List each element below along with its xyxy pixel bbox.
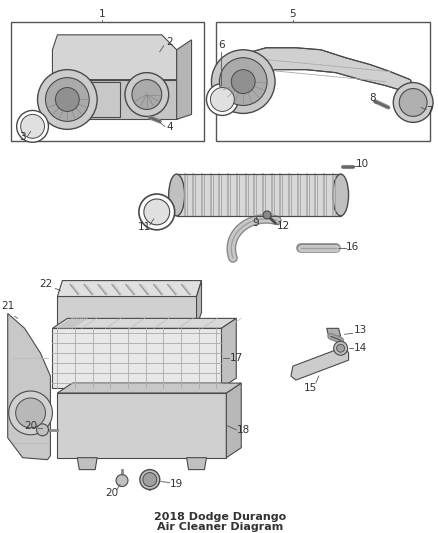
Circle shape (210, 87, 234, 111)
Polygon shape (187, 458, 206, 470)
Circle shape (116, 474, 128, 487)
Bar (216, 22, 430, 141)
Text: 12: 12 (276, 221, 290, 231)
Polygon shape (197, 280, 201, 326)
Ellipse shape (169, 174, 184, 216)
Text: 3: 3 (19, 132, 26, 142)
Circle shape (399, 88, 427, 116)
Text: 10: 10 (356, 159, 369, 169)
Text: Air Cleaner Diagram: Air Cleaner Diagram (157, 522, 283, 532)
Circle shape (132, 79, 162, 109)
Circle shape (140, 470, 160, 489)
Circle shape (16, 398, 46, 428)
Text: 1: 1 (99, 9, 106, 19)
Polygon shape (57, 296, 197, 326)
Circle shape (36, 424, 49, 436)
Circle shape (125, 72, 169, 116)
Polygon shape (57, 393, 226, 458)
Circle shape (231, 70, 255, 93)
Circle shape (139, 194, 175, 230)
Circle shape (9, 391, 53, 435)
Circle shape (143, 473, 157, 487)
Polygon shape (57, 383, 241, 393)
Text: 19: 19 (170, 479, 183, 489)
Text: 6: 6 (218, 40, 225, 50)
Polygon shape (77, 458, 97, 470)
Text: 18: 18 (237, 425, 250, 435)
Circle shape (263, 211, 271, 219)
Circle shape (206, 84, 238, 116)
Circle shape (337, 344, 345, 352)
Polygon shape (231, 48, 415, 92)
Text: 15: 15 (304, 383, 318, 393)
Text: 20: 20 (106, 489, 119, 498)
Text: 17: 17 (230, 353, 243, 363)
Text: 22: 22 (39, 279, 52, 288)
Text: 11: 11 (138, 222, 152, 232)
Text: 5: 5 (290, 9, 296, 19)
Text: 16: 16 (346, 242, 359, 252)
Text: 2018 Dodge Durango: 2018 Dodge Durango (154, 512, 286, 522)
Text: 8: 8 (369, 93, 376, 102)
Circle shape (393, 83, 433, 123)
Polygon shape (53, 35, 177, 79)
Polygon shape (177, 40, 191, 119)
Polygon shape (226, 383, 241, 458)
Polygon shape (177, 174, 341, 216)
Text: 20: 20 (24, 421, 37, 431)
Polygon shape (291, 346, 349, 380)
Text: 7: 7 (426, 107, 432, 116)
Polygon shape (53, 318, 236, 328)
Text: 13: 13 (354, 325, 367, 335)
Circle shape (38, 70, 97, 130)
Polygon shape (8, 313, 50, 459)
Circle shape (334, 341, 348, 355)
Text: 9: 9 (253, 218, 259, 228)
Circle shape (144, 199, 170, 225)
Text: 21: 21 (1, 302, 14, 311)
Circle shape (17, 110, 49, 142)
Bar (11, 22, 205, 141)
Ellipse shape (333, 174, 349, 216)
Polygon shape (90, 82, 120, 117)
Polygon shape (53, 328, 221, 388)
Circle shape (21, 115, 45, 138)
Polygon shape (221, 318, 236, 388)
Circle shape (212, 50, 275, 114)
Text: 14: 14 (354, 343, 367, 353)
Circle shape (56, 87, 79, 111)
Circle shape (46, 78, 89, 122)
Polygon shape (53, 79, 177, 119)
Text: 2: 2 (166, 37, 173, 47)
Polygon shape (327, 328, 341, 336)
Polygon shape (57, 280, 201, 296)
Circle shape (219, 58, 267, 106)
Text: 4: 4 (166, 123, 173, 132)
